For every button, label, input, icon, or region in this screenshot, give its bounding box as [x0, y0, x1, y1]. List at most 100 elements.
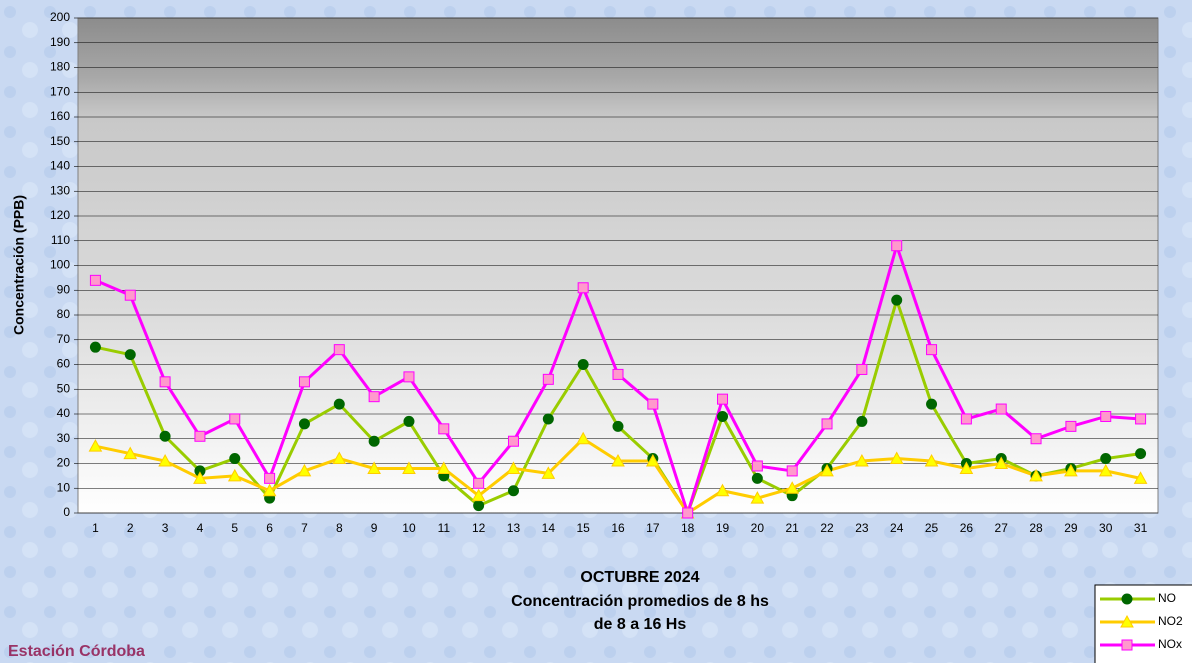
y-tick-label: 130	[50, 183, 70, 197]
x-tick-label: 22	[820, 521, 834, 535]
data-point	[578, 360, 588, 370]
chart-title: OCTUBRE 2024	[580, 569, 699, 586]
data-point	[543, 374, 553, 384]
y-tick-label: 180	[50, 60, 70, 74]
data-point	[474, 478, 484, 488]
x-tick-label: 3	[162, 521, 169, 535]
data-point	[892, 241, 902, 251]
x-tick-label: 30	[1099, 521, 1113, 535]
y-tick-label: 120	[50, 208, 70, 222]
x-tick-label: 14	[542, 521, 556, 535]
legend-label: NOx	[1158, 637, 1182, 651]
data-point	[230, 454, 240, 464]
y-axis-title: Concentración (PPB)	[11, 195, 27, 335]
data-point	[1031, 434, 1041, 444]
data-point	[578, 283, 588, 293]
chart-subtitle: de 8 a 16 Hs	[594, 616, 687, 633]
x-tick-label: 15	[576, 521, 590, 535]
data-point	[369, 436, 379, 446]
x-tick-label: 18	[681, 521, 695, 535]
chart: Concentración (PPB) OCTUBRE 2024 Concent…	[0, 0, 1192, 663]
x-tick-label: 9	[371, 521, 378, 535]
x-tick-label: 23	[855, 521, 869, 535]
data-point	[299, 419, 309, 429]
data-point	[857, 364, 867, 374]
data-point	[369, 392, 379, 402]
data-point	[404, 416, 414, 426]
data-point	[613, 369, 623, 379]
data-point	[508, 436, 518, 446]
data-point	[613, 421, 623, 431]
data-point	[1066, 421, 1076, 431]
data-point	[125, 290, 135, 300]
y-tick-label: 40	[57, 406, 71, 420]
data-point	[195, 431, 205, 441]
data-point	[718, 394, 728, 404]
x-tick-label: 21	[786, 521, 800, 535]
x-tick-label: 25	[925, 521, 939, 535]
data-point	[718, 411, 728, 421]
data-point	[334, 399, 344, 409]
data-point	[265, 473, 275, 483]
legend-marker	[1122, 640, 1132, 650]
data-point	[230, 414, 240, 424]
y-tick-label: 0	[63, 505, 70, 519]
x-tick-label: 16	[611, 521, 625, 535]
x-tick-label: 17	[646, 521, 660, 535]
y-tick-label: 60	[57, 357, 71, 371]
x-tick-label: 5	[231, 521, 238, 535]
data-point	[996, 404, 1006, 414]
x-tick-label: 8	[336, 521, 343, 535]
y-tick-label: 200	[50, 10, 70, 24]
x-tick-label: 29	[1064, 521, 1078, 535]
y-tick-label: 90	[57, 282, 71, 296]
x-tick-label: 4	[197, 521, 204, 535]
data-point	[857, 416, 867, 426]
data-point	[1101, 411, 1111, 421]
x-tick-label: 12	[472, 521, 486, 535]
data-point	[961, 414, 971, 424]
data-point	[927, 345, 937, 355]
data-point	[892, 295, 902, 305]
x-tick-label: 20	[751, 521, 765, 535]
data-point	[160, 431, 170, 441]
legend-marker	[1122, 594, 1132, 604]
data-point	[439, 424, 449, 434]
y-tick-label: 70	[57, 332, 71, 346]
y-tick-label: 80	[57, 307, 71, 321]
data-point	[927, 399, 937, 409]
y-tick-label: 190	[50, 35, 70, 49]
chart-subtitle: Concentración promedios de 8 hs	[511, 593, 769, 610]
x-tick-label: 31	[1134, 521, 1148, 535]
legend-label: NO2	[1158, 614, 1183, 628]
data-point	[90, 275, 100, 285]
data-point	[787, 466, 797, 476]
data-point	[1136, 449, 1146, 459]
data-point	[648, 399, 658, 409]
x-tick-label: 10	[402, 521, 416, 535]
x-tick-label: 7	[301, 521, 308, 535]
data-point	[90, 342, 100, 352]
y-tick-label: 50	[57, 381, 71, 395]
data-point	[508, 486, 518, 496]
data-point	[683, 508, 693, 518]
data-point	[334, 345, 344, 355]
y-tick-label: 160	[50, 109, 70, 123]
data-point	[1136, 414, 1146, 424]
data-point	[1101, 454, 1111, 464]
x-tick-label: 24	[890, 521, 904, 535]
x-tick-label: 26	[960, 521, 974, 535]
data-point	[474, 501, 484, 511]
data-point	[752, 461, 762, 471]
data-point	[125, 350, 135, 360]
x-tick-label: 2	[127, 521, 134, 535]
data-point	[299, 377, 309, 387]
x-tick-label: 27	[995, 521, 1009, 535]
data-point	[543, 414, 553, 424]
y-tick-label: 170	[50, 84, 70, 98]
y-tick-label: 10	[57, 480, 71, 494]
y-tick-label: 140	[50, 159, 70, 173]
data-point	[752, 473, 762, 483]
x-tick-label: 19	[716, 521, 730, 535]
data-point	[160, 377, 170, 387]
